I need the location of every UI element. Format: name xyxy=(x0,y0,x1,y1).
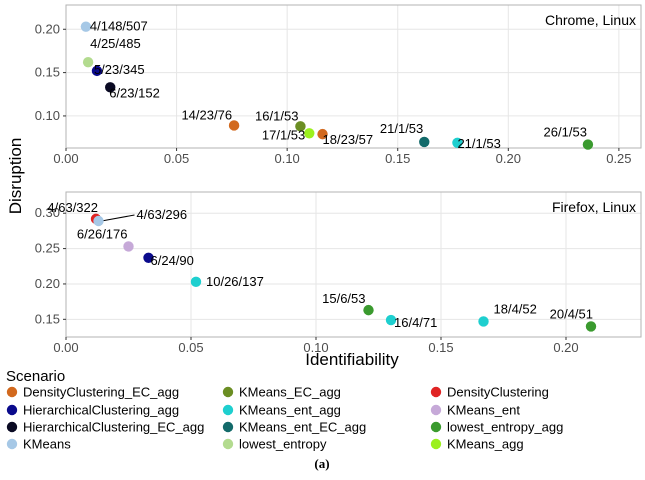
legend-label: lowest_entropy_agg xyxy=(447,420,563,435)
x-tick-label: 0.15 xyxy=(385,151,410,166)
data-point xyxy=(93,215,104,227)
legend-label: HierarchicalClustering_EC_agg xyxy=(23,420,204,435)
x-tick-label: 0.05 xyxy=(164,151,189,166)
legend-swatch xyxy=(430,438,442,450)
x-tick-label: 0.05 xyxy=(178,340,203,355)
point-label: 26/1/53 xyxy=(544,125,587,140)
point-label: 15/6/53 xyxy=(322,291,365,306)
legend-swatch xyxy=(430,421,442,433)
point-label: 4/25/485 xyxy=(90,36,141,51)
point-label: 6/24/90 xyxy=(151,253,194,268)
data-point xyxy=(385,314,397,326)
legend-swatch xyxy=(222,404,234,416)
x-axis-title: Identifiability xyxy=(305,350,399,369)
legend-label: KMeans_agg xyxy=(447,437,524,452)
point-label: 4/148/507 xyxy=(90,19,148,34)
legend-swatch xyxy=(6,404,18,416)
legend: DensityClustering_EC_agg HierarchicalClus… xyxy=(6,385,563,452)
legend-swatch xyxy=(430,386,442,398)
data-point xyxy=(105,82,116,93)
legend-label: KMeans_EC_agg xyxy=(239,385,341,400)
point-label: 5/23/345 xyxy=(94,62,145,77)
x-tick-label: 0.15 xyxy=(428,340,453,355)
point-label: 20/4/51 xyxy=(550,306,593,321)
y-tick-label: 0.15 xyxy=(35,65,60,80)
point-label: 17/1/53 xyxy=(262,127,305,142)
data-point xyxy=(582,139,594,150)
y-tick-label: 0.25 xyxy=(35,241,60,256)
data-point xyxy=(91,65,103,77)
point-label: 21/1/53 xyxy=(380,121,423,136)
data-point xyxy=(419,136,430,148)
point-label: 21/1/53 xyxy=(457,136,500,151)
panel-firefox-linux: 0.00 0.05 0.10 0.15 0.20 0.15 0.20 0.25 0.30 Fire… xyxy=(35,191,642,355)
y-tick-label: 0.30 xyxy=(35,205,60,220)
point-label: 16/4/71 xyxy=(394,315,437,330)
x-tick-label: 0.00 xyxy=(53,151,78,166)
point-label: 6/23/152 xyxy=(109,85,160,100)
data-point xyxy=(363,304,374,316)
legend-swatch xyxy=(6,438,18,450)
point-label: 6/26/176 xyxy=(77,226,128,241)
panel-border xyxy=(65,4,642,149)
point-label: 4/63/322 xyxy=(47,200,98,215)
y-axis-title: Disruption xyxy=(6,138,25,215)
label-leader-line xyxy=(101,214,135,222)
y-tick-label: 0.10 xyxy=(35,108,60,123)
data-point xyxy=(304,128,315,139)
data-point xyxy=(190,276,202,288)
x-tick-label: 0.20 xyxy=(553,340,578,355)
legend-swatch xyxy=(222,421,234,433)
x-tick-label: 0.25 xyxy=(606,151,631,166)
data-point xyxy=(80,21,92,32)
legend-label: DensityClustering_EC_agg xyxy=(23,385,179,400)
data-point xyxy=(478,316,489,327)
legend-label: KMeans_ent xyxy=(447,403,520,418)
data-point xyxy=(317,128,328,140)
panel-chrome-linux: 0.00 0.05 0.10 0.15 0.20 0.25 0.10 0.15 0.20 Chro… xyxy=(35,4,642,166)
legend-label: KMeans_ent_agg xyxy=(239,403,341,418)
x-tick-label: 0.00 xyxy=(53,340,78,355)
point-label: 18/23/57 xyxy=(323,132,374,147)
x-tick-label: 0.10 xyxy=(303,340,328,355)
legend-label: KMeans xyxy=(23,437,71,452)
legend-label: KMeans_ent_EC_agg xyxy=(239,420,366,435)
x-tick-label: 0.20 xyxy=(496,151,521,166)
point-label: 4/63/296 xyxy=(137,207,188,222)
data-point xyxy=(82,57,94,68)
legend-label: DensityClustering xyxy=(447,385,549,400)
data-point xyxy=(228,120,240,131)
figure-caption: (a) xyxy=(314,456,329,471)
legend-label: lowest_entropy xyxy=(239,437,327,452)
panel-border xyxy=(65,191,642,338)
legend-swatch xyxy=(222,438,234,450)
y-tick-label: 0.20 xyxy=(35,21,60,36)
point-label: 14/23/76 xyxy=(181,107,232,122)
point-label: 18/4/52 xyxy=(494,301,537,316)
panel-title: Chrome, Linux xyxy=(545,12,636,28)
data-point xyxy=(452,137,463,148)
legend-swatch xyxy=(6,386,18,398)
y-tick-label: 0.20 xyxy=(35,276,60,291)
data-point xyxy=(123,241,134,252)
legend-swatch xyxy=(430,404,442,416)
point-label: 16/1/53 xyxy=(255,108,298,123)
data-point xyxy=(295,121,306,132)
point-label: 10/26/137 xyxy=(206,274,264,289)
data-point xyxy=(585,321,597,332)
legend-swatch xyxy=(222,386,234,398)
x-tick-label: 0.10 xyxy=(274,151,299,166)
data-point xyxy=(143,252,154,263)
panel-title: Firefox, Linux xyxy=(552,199,636,215)
legend-label: HierarchicalClustering_agg xyxy=(23,403,179,418)
y-tick-label: 0.15 xyxy=(35,311,60,326)
legend-title: Scenario xyxy=(6,368,65,385)
legend-swatch xyxy=(6,421,18,433)
